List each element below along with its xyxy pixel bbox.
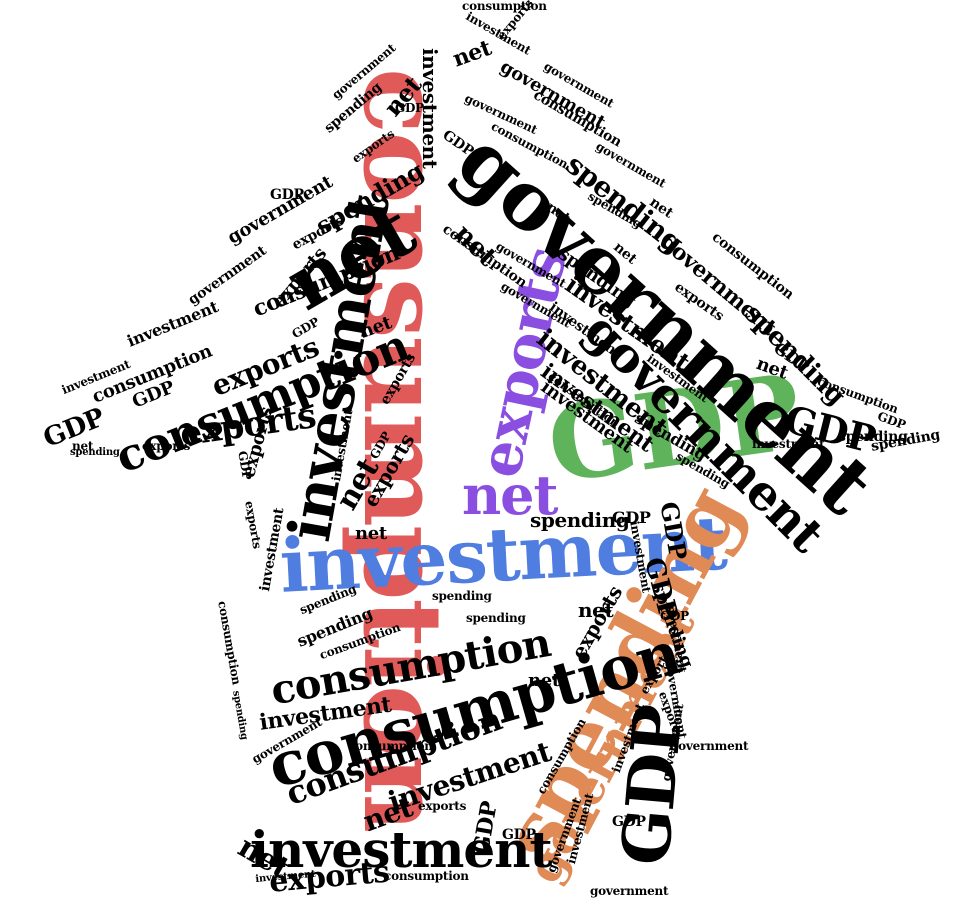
word-investment: investment — [250, 820, 553, 879]
word-consumption: consumption — [462, 0, 547, 13]
word-exports: exports — [242, 499, 265, 550]
word-gdp: GDP — [660, 609, 689, 623]
word-consumption: consumption — [384, 869, 469, 883]
word-spending: spending — [838, 429, 908, 445]
word-gdp: GDP — [612, 814, 646, 830]
word-government: government — [590, 884, 669, 898]
word-spending: spending — [230, 689, 250, 741]
word-gdp: GDP — [875, 409, 908, 433]
word-spending: spending — [432, 589, 492, 603]
word-gdp: GDP — [612, 508, 651, 527]
word-net: net — [578, 598, 614, 622]
word-spending: spending — [530, 508, 630, 532]
word-gdp: GDP — [395, 101, 424, 115]
word-net: net — [528, 670, 560, 691]
word-government: government — [670, 739, 749, 753]
word-net: net — [449, 34, 495, 73]
word-net: net — [72, 439, 94, 453]
word-consumption: consumption — [215, 599, 244, 686]
word-investment: investment — [752, 437, 825, 451]
word-gdp: GDP — [502, 827, 536, 843]
word-exports: exports — [418, 799, 467, 813]
word-gdp: GDP — [270, 187, 304, 203]
word-consumption: consumption — [348, 739, 433, 753]
word-exports: exports — [142, 439, 191, 453]
word-spending: spending — [466, 611, 526, 625]
word-net-purple: net — [462, 463, 558, 527]
word-net: net — [355, 523, 387, 544]
word-spending: spending — [70, 447, 120, 458]
